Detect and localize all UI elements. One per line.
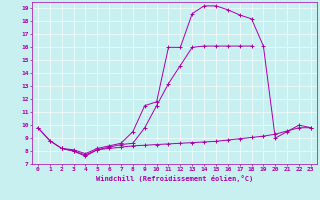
X-axis label: Windchill (Refroidissement éolien,°C): Windchill (Refroidissement éolien,°C)	[96, 175, 253, 182]
